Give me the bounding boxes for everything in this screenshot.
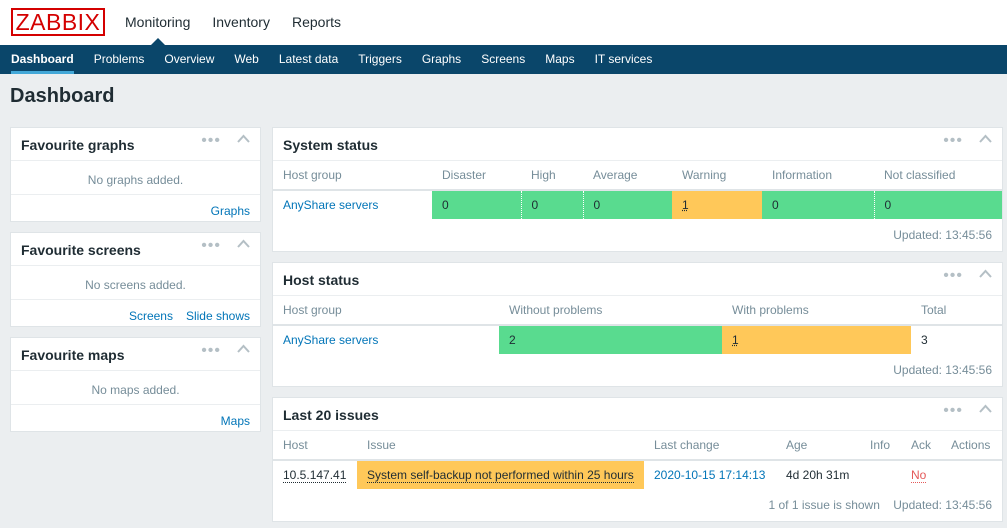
column-header: Last change bbox=[644, 431, 776, 461]
information-count: 0 bbox=[762, 190, 874, 219]
empty-message: No screens added. bbox=[85, 278, 186, 292]
column-header: High bbox=[521, 161, 583, 191]
with-problems-count[interactable]: 1 bbox=[732, 333, 739, 347]
chevron-up-icon[interactable] bbox=[979, 134, 992, 148]
chevron-up-icon[interactable] bbox=[237, 134, 250, 148]
widget-favourite-graphs: Favourite graphs ••• No graphs added. Gr… bbox=[10, 127, 261, 222]
top-header: ZABBIX Monitoring Inventory Reports bbox=[0, 0, 1007, 45]
column-header: Ack bbox=[901, 431, 942, 461]
column-header: Average bbox=[583, 161, 672, 191]
menu-monitoring[interactable]: Monitoring bbox=[114, 0, 201, 45]
system-status-table: Host group Disaster High Average Warning… bbox=[273, 161, 1002, 219]
column-header: Total bbox=[911, 296, 1002, 326]
widget-last-issues: Last 20 issues ••• Host Issue Last chang… bbox=[272, 397, 1003, 522]
submenu-triggers[interactable]: Triggers bbox=[358, 52, 402, 66]
submenu-dashboard[interactable]: Dashboard bbox=[1, 45, 84, 74]
submenu-web[interactable]: Web bbox=[234, 52, 259, 66]
issues-table: Host Issue Last change Age Info Ack Acti… bbox=[273, 431, 1002, 489]
column-header: Not classified bbox=[874, 161, 1002, 191]
host-name[interactable]: 10.5.147.41 bbox=[283, 468, 347, 483]
submenu-it-services[interactable]: IT services bbox=[594, 52, 653, 66]
graphs-link[interactable]: Graphs bbox=[210, 204, 250, 218]
warning-count[interactable]: 1 bbox=[682, 198, 689, 212]
column-header: Issue bbox=[357, 431, 644, 461]
updated-time: Updated: 13:45:56 bbox=[893, 228, 992, 242]
chevron-up-icon[interactable] bbox=[979, 404, 992, 418]
main-menu: Monitoring Inventory Reports bbox=[114, 0, 352, 45]
widget-title: Host status bbox=[283, 272, 360, 288]
not-classified-count: 0 bbox=[873, 190, 1002, 219]
ellipsis-icon[interactable]: ••• bbox=[943, 402, 963, 419]
widget-title: Favourite maps bbox=[21, 347, 125, 363]
updated-time: Updated: 13:45:56 bbox=[893, 363, 992, 377]
updated-time: Updated: 13:45:56 bbox=[893, 498, 992, 512]
column-header: Warning bbox=[672, 161, 762, 191]
widget-system-status: System status ••• Host group Disaster Hi… bbox=[272, 127, 1003, 252]
menu-inventory[interactable]: Inventory bbox=[212, 14, 270, 30]
high-count: 0 bbox=[520, 190, 583, 219]
empty-message: No maps added. bbox=[91, 383, 180, 397]
column-header: Host bbox=[273, 431, 357, 461]
column-header: Without problems bbox=[499, 296, 722, 326]
widget-title: System status bbox=[283, 137, 378, 153]
slide-shows-link[interactable]: Slide shows bbox=[185, 309, 250, 323]
column-header: Host group bbox=[273, 296, 499, 326]
menu-reports[interactable]: Reports bbox=[291, 14, 341, 30]
ellipsis-icon[interactable]: ••• bbox=[201, 132, 221, 149]
column-header: Disaster bbox=[432, 161, 521, 191]
host-group-link[interactable]: AnyShare servers bbox=[283, 198, 379, 212]
widget-host-status: Host status ••• Host group Without probl… bbox=[272, 262, 1003, 387]
submenu-problems[interactable]: Problems bbox=[93, 52, 145, 66]
empty-message: No graphs added. bbox=[87, 173, 184, 187]
issue-age: 4d 20h 31m bbox=[786, 468, 850, 482]
widget-favourite-screens: Favourite screens ••• No screens added. … bbox=[10, 232, 261, 327]
issues-shown-count: 1 of 1 issue is shown bbox=[768, 498, 880, 512]
chevron-up-icon[interactable] bbox=[237, 344, 250, 358]
screens-link[interactable]: Screens bbox=[128, 309, 173, 323]
page-title: Dashboard bbox=[10, 85, 115, 107]
issue-info bbox=[860, 460, 901, 489]
column-header: Age bbox=[776, 431, 860, 461]
disaster-count: 0 bbox=[432, 190, 521, 219]
host-status-table: Host group Without problems With problem… bbox=[273, 296, 1002, 354]
last-change-link[interactable]: 2020-10-15 17:14:13 bbox=[654, 468, 766, 482]
ellipsis-icon[interactable]: ••• bbox=[943, 267, 963, 284]
submenu-overview[interactable]: Overview bbox=[164, 52, 215, 66]
issue-actions bbox=[941, 460, 1002, 489]
ellipsis-icon[interactable]: ••• bbox=[943, 132, 963, 149]
column-header: Information bbox=[762, 161, 874, 191]
sub-menu: Dashboard Problems Overview Web Latest d… bbox=[0, 45, 1007, 74]
ellipsis-icon[interactable]: ••• bbox=[201, 237, 221, 254]
table-row: AnyShare servers 2 1 3 bbox=[273, 325, 1002, 354]
host-group-link[interactable]: AnyShare servers bbox=[283, 333, 379, 347]
maps-link[interactable]: Maps bbox=[220, 414, 250, 428]
table-row: AnyShare servers 0 0 0 1 0 0 bbox=[273, 190, 1002, 219]
column-header: Info bbox=[860, 431, 901, 461]
issue-description[interactable]: System self-backup not performed within … bbox=[367, 468, 634, 483]
submenu-graphs[interactable]: Graphs bbox=[421, 52, 462, 66]
column-header: Host group bbox=[273, 161, 432, 191]
column-header: Actions bbox=[941, 431, 1002, 461]
widget-favourite-maps: Favourite maps ••• No maps added. Maps bbox=[10, 337, 261, 432]
zabbix-logo[interactable]: ZABBIX bbox=[11, 8, 105, 36]
table-row: 10.5.147.41 System self-backup not perfo… bbox=[273, 460, 1002, 489]
widget-title: Last 20 issues bbox=[283, 407, 379, 423]
widget-title: Favourite graphs bbox=[21, 137, 135, 153]
submenu-latest-data[interactable]: Latest data bbox=[278, 52, 339, 66]
chevron-up-icon[interactable] bbox=[237, 239, 250, 253]
submenu-maps[interactable]: Maps bbox=[545, 52, 575, 66]
total-count: 3 bbox=[921, 333, 928, 347]
average-count: 0 bbox=[582, 190, 672, 219]
column-header: With problems bbox=[722, 296, 911, 326]
widget-title: Favourite screens bbox=[21, 242, 141, 258]
ellipsis-icon[interactable]: ••• bbox=[201, 342, 221, 359]
chevron-up-icon[interactable] bbox=[979, 269, 992, 283]
without-problems-count: 2 bbox=[499, 325, 722, 354]
ack-link[interactable]: No bbox=[911, 468, 927, 483]
submenu-screens[interactable]: Screens bbox=[481, 52, 526, 66]
